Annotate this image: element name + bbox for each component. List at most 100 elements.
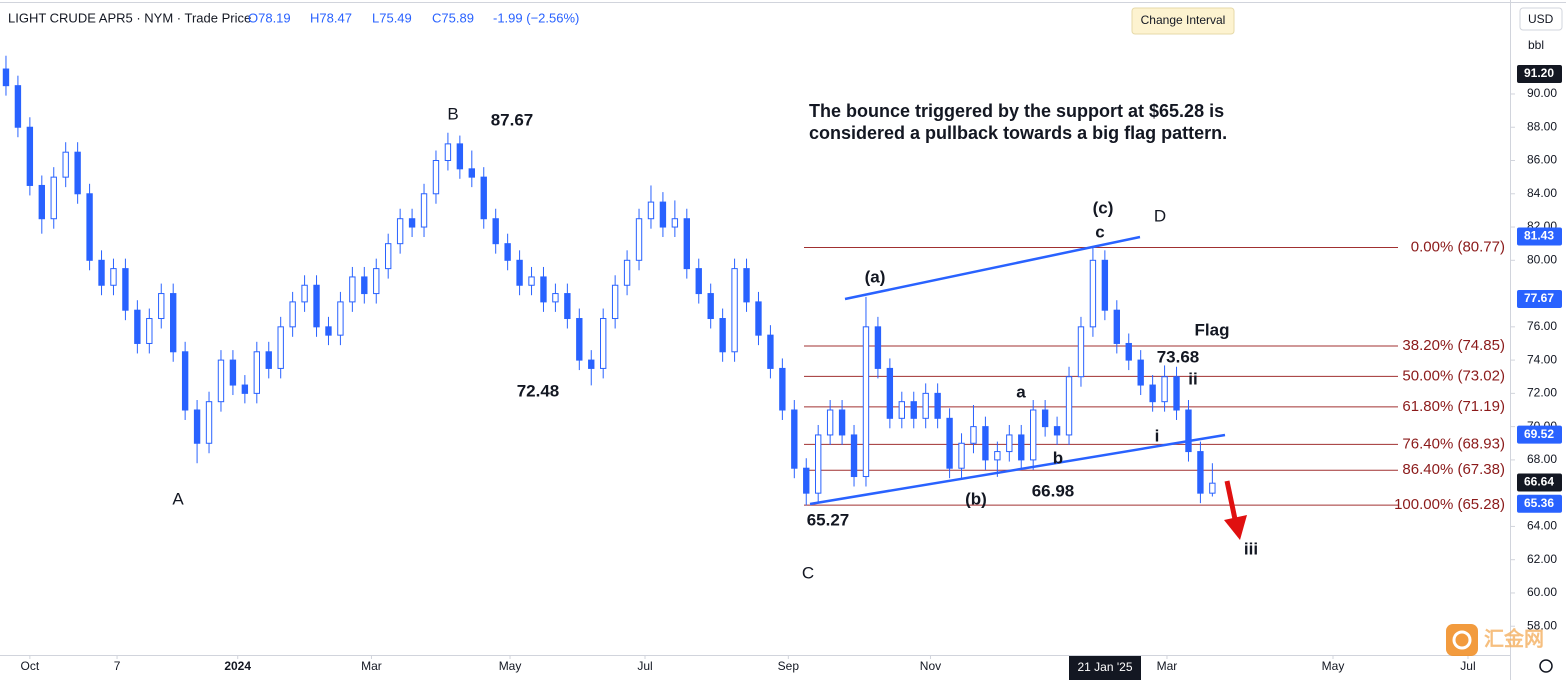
candle (277, 316, 284, 379)
candle (1209, 463, 1216, 497)
unit[interactable]: bbl (1528, 38, 1544, 52)
y-tick-label: 80.00 (1527, 252, 1557, 266)
candle (158, 283, 165, 329)
candle-body (74, 151, 81, 195)
candle-body (611, 284, 619, 320)
fib-label: 86.40% (67.38) (1402, 461, 1505, 478)
price-tag (1517, 65, 1562, 84)
y-tick-label: 58.00 (1527, 618, 1557, 632)
candle (1041, 400, 1049, 437)
candle-body (265, 351, 272, 369)
note-line: The bounce triggered by the support at $… (809, 101, 1224, 121)
candle (74, 142, 81, 204)
candle (862, 296, 870, 487)
candle (528, 266, 535, 296)
candle (1077, 316, 1085, 387)
wave-label: a (1016, 382, 1026, 401)
candle (1018, 424, 1025, 470)
candle-body (910, 401, 917, 419)
candle-body (504, 243, 511, 261)
wave-label: ii (1188, 369, 1197, 388)
candle (707, 283, 714, 329)
candle (767, 325, 774, 379)
candle (396, 208, 404, 254)
candle (791, 400, 798, 479)
y-tick-label: 74.00 (1527, 352, 1557, 366)
candle-body (325, 326, 332, 336)
currency-button[interactable] (1519, 7, 1563, 31)
candle-body (38, 184, 45, 220)
x-tick-label: Oct (21, 659, 40, 673)
candle (289, 291, 296, 337)
candle (193, 400, 201, 464)
candle (432, 150, 440, 204)
candle-body (886, 367, 894, 419)
candle (934, 383, 941, 429)
candle (958, 433, 965, 479)
candle-body (1065, 376, 1073, 436)
candle-body (659, 201, 667, 228)
candle (444, 132, 452, 171)
wave-label: 65.27 (807, 510, 850, 529)
candle-body (731, 268, 738, 353)
price-tag (1517, 227, 1562, 246)
currency[interactable]: USD (1528, 12, 1554, 26)
watermark-icon-mark (1452, 630, 1472, 650)
candle-body (600, 318, 607, 369)
candle (647, 185, 655, 229)
y-tick-label: 60.00 (1527, 585, 1557, 599)
candle (1149, 375, 1156, 412)
candle-body (826, 409, 834, 436)
candle (635, 208, 643, 271)
price-tag-label: 81.43 (1524, 229, 1554, 243)
price-axis: 58.0060.0062.0064.0068.0070.0072.0074.00… (1510, 65, 1562, 632)
fib-label: 61.80% (71.19) (1402, 398, 1505, 415)
x-tick-label: May (499, 659, 522, 673)
candle (26, 117, 34, 196)
candle (576, 308, 583, 371)
candle (779, 358, 786, 420)
y-tick-label: 84.00 (1527, 186, 1557, 200)
candle (361, 266, 368, 304)
candle (98, 250, 105, 296)
price-tag-label: 77.67 (1524, 291, 1554, 305)
candle-body (922, 392, 929, 419)
candle (623, 250, 631, 296)
candle-body (313, 284, 320, 328)
symbol: LIGHT CRUDE APR5 · NYM · Trade Price (8, 10, 251, 25)
candle-body (420, 193, 428, 228)
candle-body (1125, 342, 1132, 361)
candle (886, 358, 894, 429)
candle-body (241, 384, 249, 394)
candle (910, 391, 917, 429)
candle-body (970, 426, 977, 444)
candle (504, 233, 511, 271)
candle-body (1137, 359, 1144, 386)
candle-body (683, 218, 690, 270)
candle (683, 208, 690, 279)
arrow-shaft (1224, 480, 1239, 525)
wave-label: 87.67 (491, 110, 534, 129)
price-tag-label: 91.20 (1524, 66, 1554, 80)
settings-icon[interactable] (1539, 659, 1553, 673)
candle (719, 308, 726, 362)
wave-label: A (172, 489, 184, 508)
candle (1173, 366, 1180, 420)
candle-body (1209, 482, 1216, 494)
candle-body (253, 351, 260, 394)
candle-body (349, 276, 356, 303)
price-tag (1517, 473, 1562, 492)
candle (1113, 300, 1120, 354)
candle-body (134, 309, 141, 344)
candle (170, 283, 177, 362)
fib-label: 100.00% (65.28) (1394, 496, 1505, 513)
wave-label: (b) (965, 489, 987, 508)
x-tick-label: May (1322, 659, 1345, 673)
candle (468, 150, 475, 188)
candle-body (874, 326, 882, 369)
candle (1053, 416, 1061, 445)
candle-body (396, 218, 404, 245)
candle-body (1113, 309, 1120, 344)
candle (611, 275, 619, 329)
